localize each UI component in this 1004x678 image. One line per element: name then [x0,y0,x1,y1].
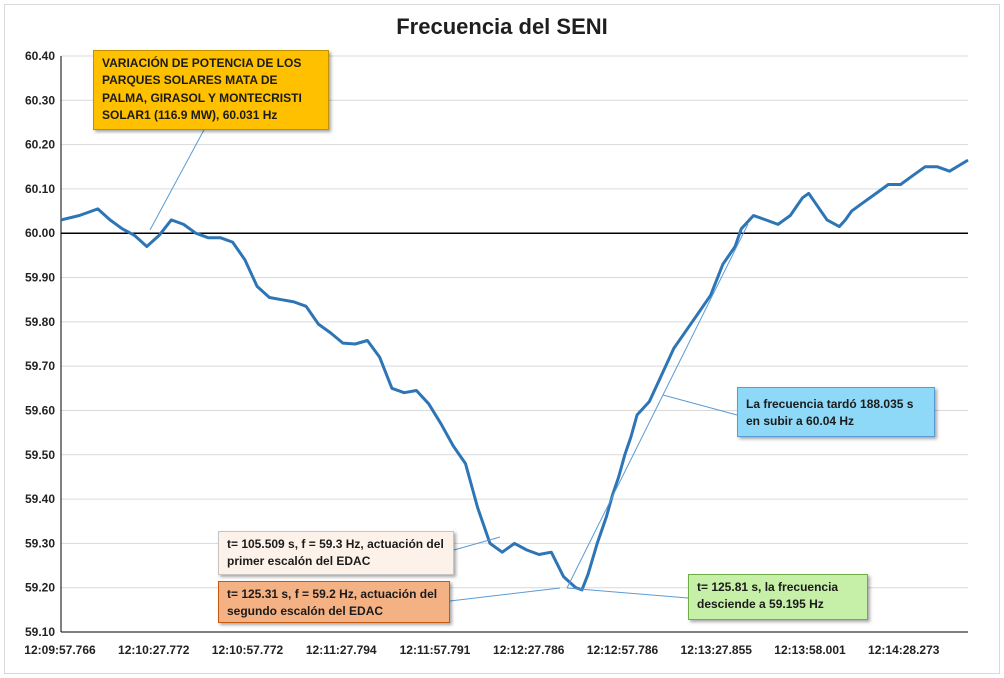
x-axis-ticks: 12:09:57.766 12:10:27.772 12:10:57.772 12:1… [24,643,939,657]
x-tick-label: 12:10:27.772 [118,643,190,657]
y-tick-label: 60.20 [25,138,55,152]
y-tick-label: 59.10 [25,625,55,639]
x-tick-label: 12:11:27.794 [306,643,377,657]
annotation-frequency-rise: La frecuencia tardó 188.035 s en subir a… [737,387,935,437]
leader-rise-1 [662,394,738,416]
annotation-solar-parks: VARIACIÓN DE POTENCIA DE LOS PARQUES SOL… [93,50,329,130]
leader-edac2 [449,587,561,602]
frequency-series-line [60,158,969,592]
y-tick-label: 60.30 [25,93,55,107]
x-tick-label: 12:12:27.786 [493,643,565,657]
y-tick-label: 59.20 [25,581,55,595]
leader-edac1 [453,536,501,551]
y-tick-label: 60.00 [25,226,55,240]
annotation-leader-lines [149,127,749,602]
annotation-minimum-frequency: t= 125.81 s, la frecuencia desciende a 5… [688,574,868,620]
gridlines [61,55,968,589]
y-tick-label: 59.80 [25,315,55,329]
y-axis-ticks: 60.40 60.30 60.20 60.10 60.00 59.90 59.80 59.70… [25,49,55,639]
y-tick-label: 59.50 [25,448,55,462]
y-tick-label: 60.10 [25,182,55,196]
annotation-edac-second-step: t= 125.31 s, f = 59.2 Hz, actuación del … [218,581,450,623]
y-tick-label: 59.90 [25,271,55,285]
leader-rise-2 [566,223,749,589]
y-tick-label: 59.60 [25,403,55,417]
y-tick-label: 59.70 [25,359,55,373]
x-tick-label: 12:14:28.273 [868,643,940,657]
leader-min [566,587,689,599]
chart-title: Frecuencia del SENI [396,14,608,39]
x-tick-label: 12:12:57.786 [587,643,659,657]
x-tick-label: 12:09:57.766 [24,643,96,657]
x-tick-label: 12:11:57.791 [400,643,471,657]
x-tick-label: 12:13:27.855 [681,643,753,657]
y-tick-label: 60.40 [25,49,55,63]
x-tick-label: 12:10:57.772 [212,643,284,657]
leader-solar [149,127,206,231]
annotation-edac-first-step: t= 105.509 s, f = 59.3 Hz, actuación del… [218,531,454,575]
x-tick-label: 12:13:58.001 [774,643,846,657]
y-tick-label: 59.40 [25,492,55,506]
y-tick-label: 59.30 [25,536,55,550]
